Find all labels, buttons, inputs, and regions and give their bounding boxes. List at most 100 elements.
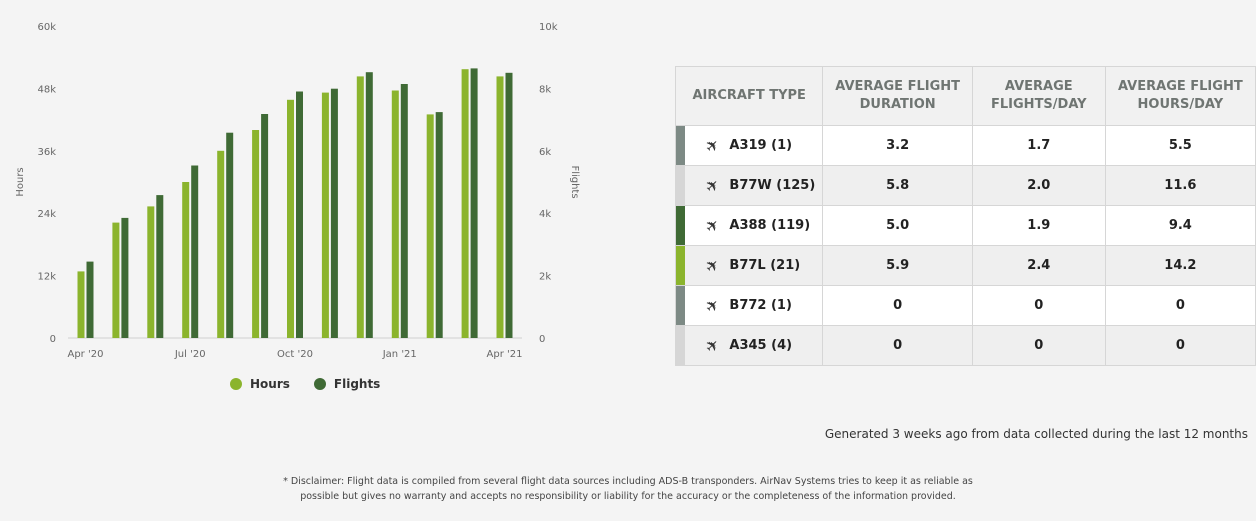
bar-hours <box>391 90 399 338</box>
y2-tick-label: 8k <box>539 84 551 95</box>
disclaimer-line-2: possible but gives no warranty and accep… <box>300 491 956 502</box>
cell-flights-per-day: 1.9 <box>971 205 1106 246</box>
aircraft-type-label: B772 (1) <box>729 298 792 313</box>
bar-hours <box>77 271 85 338</box>
type-color-stripe <box>676 286 685 325</box>
generated-note: Generated 3 weeks ago from data collecte… <box>824 427 1248 441</box>
chart-legend: Hours Flights <box>230 377 380 391</box>
bar-hours <box>426 114 434 339</box>
legend-item-flights[interactable]: Flights <box>313 377 381 391</box>
type-color-stripe <box>676 326 685 365</box>
flights-hours-chart: 0 12k 24k 36k 48k 60k 0 2k 4k 6k 8k 10k Hours Flights… <box>15 22 580 360</box>
table-row[interactable]: ✈ B772 (1) 0 0 0 <box>674 285 1256 326</box>
airplane-icon: ✈ <box>700 213 724 237</box>
table-header-row: AIRCRAFT TYPE AVERAGE FLIGHT DURATION AVE… <box>674 66 1256 126</box>
header-aircraft-type[interactable]: AIRCRAFT TYPE <box>674 66 824 126</box>
type-color-stripe <box>676 246 685 285</box>
bar-hours <box>112 222 120 338</box>
bar-hours <box>252 130 260 338</box>
bar-flights <box>261 114 269 338</box>
cell-hours-per-day: 11.6 <box>1104 165 1256 206</box>
airplane-icon: ✈ <box>700 333 724 357</box>
x-tick-label: Oct '20 <box>277 349 313 360</box>
bar-flights <box>365 72 373 338</box>
aircraft-type-label: B77L (21) <box>729 258 801 273</box>
table-row[interactable]: ✈ A388 (119) 5.0 1.9 9.4 <box>674 205 1256 246</box>
type-color-stripe <box>676 166 685 205</box>
table-row[interactable]: ✈ B77L (21) 5.9 2.4 14.2 <box>674 245 1256 286</box>
bar-hours <box>147 206 155 338</box>
cell-flights-per-day: 2.0 <box>971 165 1106 206</box>
cell-hours-per-day: 9.4 <box>1104 205 1256 246</box>
y-tick-label: 24k <box>37 209 56 220</box>
y2-tick-label: 6k <box>539 147 551 158</box>
y-tick-label: 48k <box>37 84 56 95</box>
type-color-stripe <box>676 126 685 165</box>
y-tick-label: 36k <box>37 147 56 158</box>
aircraft-stats-table: AIRCRAFT TYPE AVERAGE FLIGHT DURATION AVE… <box>674 66 1256 366</box>
legend-dot-flights <box>313 378 326 390</box>
y-tick-label: 12k <box>37 272 56 283</box>
y-axis-title: Hours <box>15 167 26 196</box>
y-tick-label: 0 <box>50 334 56 345</box>
bar-hours <box>182 182 190 338</box>
airplane-icon: ✈ <box>700 173 724 197</box>
bar-flights <box>156 195 164 338</box>
bar-flights <box>400 84 408 338</box>
legend-item-hours[interactable]: Hours <box>230 377 290 391</box>
bar-hours <box>461 69 469 338</box>
aircraft-type-label: A345 (4) <box>729 338 793 353</box>
type-color-stripe <box>676 206 685 245</box>
cell-flights-per-day: 2.4 <box>971 245 1106 286</box>
bar-hours <box>356 76 364 339</box>
table-row[interactable]: ✈ B77W (125) 5.8 2.0 11.6 <box>674 165 1256 206</box>
cell-aircraft-type[interactable]: ✈ B77L (21) <box>674 245 824 286</box>
cell-flights-per-day: 1.7 <box>971 125 1106 166</box>
bar-hours <box>287 99 294 338</box>
airplane-icon: ✈ <box>700 253 724 277</box>
cell-aircraft-type[interactable]: ✈ A319 (1) <box>674 125 824 166</box>
x-tick-label: Jan '21 <box>382 349 417 360</box>
header-average-flights-per-day[interactable]: AVERAGE FLIGHTS/DAY <box>971 66 1106 126</box>
bar-flights <box>296 91 303 338</box>
bar-flights <box>226 132 234 338</box>
cell-aircraft-type[interactable]: ✈ B77W (125) <box>674 165 824 206</box>
x-tick-label: Apr '20 <box>67 349 103 360</box>
bar-flights <box>435 112 443 338</box>
x-tick-label: Jul '20 <box>174 349 206 360</box>
table-row[interactable]: ✈ A345 (4) 0 0 0 <box>674 325 1256 366</box>
aircraft-type-label: A388 (119) <box>729 218 811 233</box>
bar-flights <box>121 217 129 338</box>
table-row[interactable]: ✈ A319 (1) 3.2 1.7 5.5 <box>674 125 1256 166</box>
cell-average-duration: 5.0 <box>822 205 973 246</box>
cell-average-duration: 5.9 <box>822 245 973 286</box>
cell-aircraft-type[interactable]: ✈ A388 (119) <box>674 205 824 246</box>
cell-aircraft-type[interactable]: ✈ B772 (1) <box>674 285 824 326</box>
legend-label-flights: Flights <box>333 377 381 391</box>
cell-aircraft-type[interactable]: ✈ A345 (4) <box>674 325 824 366</box>
airplane-icon: ✈ <box>700 133 724 157</box>
cell-flights-per-day: 0 <box>971 285 1106 326</box>
y2-tick-label: 4k <box>539 209 551 220</box>
header-average-flight-duration[interactable]: AVERAGE FLIGHT DURATION <box>822 66 973 126</box>
legend-dot-hours <box>230 378 242 390</box>
cell-average-duration: 0 <box>822 325 973 366</box>
aircraft-type-label: B77W (125) <box>729 178 816 193</box>
bar-flights <box>505 72 513 339</box>
header-average-flight-hours-per-day[interactable]: AVERAGE FLIGHT HOURS/DAY <box>1104 66 1256 126</box>
disclaimer-line-1: * Disclaimer: Flight data is compiled fr… <box>283 476 973 487</box>
y2-tick-label: 2k <box>539 272 551 283</box>
y2-axis-title: Flights <box>569 165 580 198</box>
bar-flights <box>470 68 478 339</box>
disclaimer: * Disclaimer: Flight data is compiled fr… <box>0 474 1256 504</box>
bar-flights <box>86 261 94 338</box>
y2-tick-label: 0 <box>539 334 545 345</box>
cell-hours-per-day: 0 <box>1104 325 1256 366</box>
bar-flights <box>330 88 338 338</box>
bar-hours <box>321 92 329 338</box>
airplane-icon: ✈ <box>700 293 724 317</box>
bar-flights <box>191 165 199 338</box>
cell-hours-per-day: 5.5 <box>1104 125 1256 166</box>
cell-hours-per-day: 14.2 <box>1104 245 1256 286</box>
bar-hours <box>496 76 504 339</box>
